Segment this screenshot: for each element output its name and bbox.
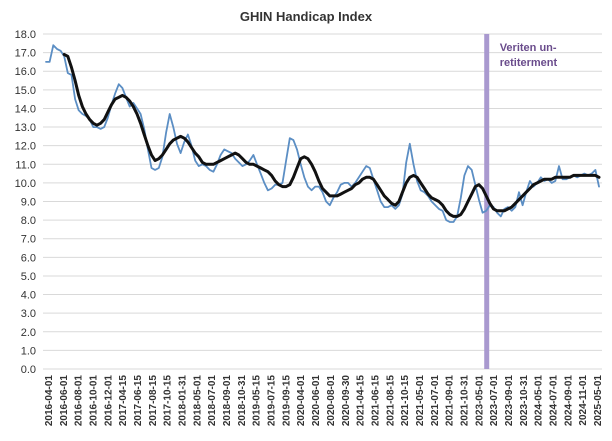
y-tick-label: 4.0 bbox=[21, 290, 36, 302]
x-tick-label: 2017-10-15 bbox=[163, 375, 174, 427]
y-tick-label: 1.0 bbox=[21, 345, 36, 357]
x-tick-label: 2016-06-01 bbox=[59, 375, 70, 427]
y-tick-label: 7.0 bbox=[21, 234, 36, 246]
x-tick-label: 2019-07-15 bbox=[267, 375, 278, 427]
y-tick-label: 3.0 bbox=[21, 308, 36, 320]
y-axis: 0.0 1.0 2.0 3.0 4.0 5.0 6.0 7.0 8.0 9.0 10.0 11.0 12… bbox=[15, 29, 36, 376]
y-tick-label: 0.0 bbox=[21, 364, 36, 376]
x-tick-label: 2024-07-01 bbox=[548, 375, 559, 427]
x-tick-label: 2021-06-15 bbox=[370, 375, 381, 427]
x-tick-label: 2018-09-01 bbox=[222, 375, 233, 427]
y-tick-label: 6.0 bbox=[21, 252, 36, 264]
y-tick-label: 9.0 bbox=[21, 197, 36, 209]
y-tick-label: 11.0 bbox=[15, 159, 36, 171]
x-tick-label: 2021-10-15 bbox=[400, 375, 411, 427]
x-tick-label: 2016-04-01 bbox=[44, 375, 55, 427]
x-tick-label: 2025-05-01 bbox=[593, 375, 604, 427]
x-tick-label: 2020-06-01 bbox=[311, 375, 322, 427]
y-tick-label: 10.0 bbox=[15, 178, 36, 190]
x-tick-label: 2021-10-31 bbox=[459, 375, 470, 427]
x-tick-label: 2021-09-01 bbox=[445, 375, 456, 427]
series-lines bbox=[45, 44, 601, 223]
x-tick-label: 2021-07-01 bbox=[430, 375, 441, 427]
x-tick-label: 2023-10-31 bbox=[519, 375, 530, 427]
x-tick-label: 2017-08-15 bbox=[148, 375, 159, 427]
x-tick-label: 2016-10-01 bbox=[89, 375, 100, 427]
x-tick-label: 2023-07-01 bbox=[489, 375, 500, 427]
x-tick-label: 2016-12-01 bbox=[103, 375, 114, 427]
x-tick-label: 2019-09-15 bbox=[281, 375, 292, 427]
raw-handicap-line bbox=[45, 44, 600, 223]
x-tick-label: 2024-11-01 bbox=[578, 375, 589, 426]
x-tick-label: 2018-05-01 bbox=[192, 375, 203, 427]
y-tick-label: 8.0 bbox=[21, 215, 36, 227]
x-tick-label: 2023-09-01 bbox=[504, 375, 515, 427]
x-tick-label: 2017-06-15 bbox=[133, 375, 144, 427]
x-tick-label: 2023-05-01 bbox=[474, 375, 485, 427]
x-tick-label: 2024-09-01 bbox=[563, 375, 574, 427]
x-axis: 2016-04-01 2016-06-01 2016-08-01 2016-10-01… bbox=[44, 375, 604, 427]
x-tick-label: 2021-08-15 bbox=[385, 375, 396, 427]
marker-annotation: Veriten un- bbox=[500, 42, 557, 54]
x-tick-label: 2018-10-31 bbox=[237, 375, 248, 427]
y-tick-label: 17.0 bbox=[15, 48, 36, 60]
x-tick-label: 2018-01-31 bbox=[178, 375, 189, 427]
y-tick-label: 14.0 bbox=[15, 103, 36, 115]
smoothed-handicap-line bbox=[62, 53, 601, 218]
grid bbox=[43, 33, 602, 370]
chart-title: GHIN Handicap Index bbox=[240, 9, 373, 24]
vertical-marker: Veriten un-retiterment bbox=[484, 34, 558, 369]
y-tick-label: 12.0 bbox=[15, 141, 36, 153]
y-tick-label: 13.0 bbox=[15, 122, 36, 134]
marker-annotation: retiterment bbox=[500, 57, 558, 69]
x-tick-label: 2024-05-01 bbox=[534, 375, 545, 427]
x-tick-label: 2016-08-01 bbox=[74, 375, 85, 427]
x-tick-label: 2021-05-01 bbox=[415, 375, 426, 427]
x-tick-label: 2020-08-01 bbox=[326, 375, 337, 427]
x-tick-label: 2020-04-01 bbox=[296, 375, 307, 427]
y-tick-label: 16.0 bbox=[15, 66, 36, 78]
y-tick-label: 18.0 bbox=[15, 29, 36, 41]
y-tick-label: 2.0 bbox=[21, 327, 36, 339]
x-tick-label: 2017-04-15 bbox=[118, 375, 129, 427]
y-tick-label: 15.0 bbox=[15, 85, 36, 97]
x-tick-label: 2018-07-01 bbox=[207, 375, 218, 427]
x-tick-label: 2021-04-15 bbox=[356, 375, 367, 427]
y-tick-label: 5.0 bbox=[21, 271, 36, 283]
x-tick-label: 2019-05-15 bbox=[252, 375, 263, 427]
x-tick-label: 2020-09-30 bbox=[341, 375, 352, 427]
